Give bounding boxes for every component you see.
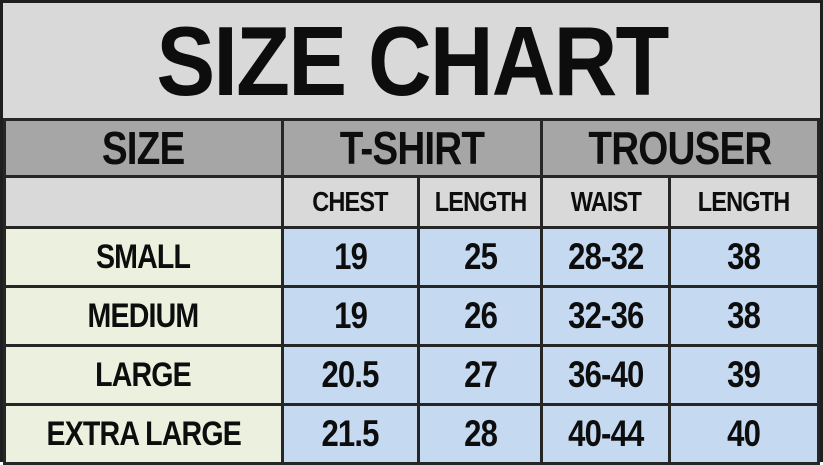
group-header-row: SIZE T-SHIRT TROUSER	[3, 118, 820, 178]
tshirt-length-value: 25	[417, 226, 544, 288]
size-name-cell: LARGE	[3, 344, 284, 406]
size-name-cell: MEDIUM	[3, 285, 284, 347]
sub-header-row: CHEST LENGTH WAIST LENGTH	[3, 175, 820, 229]
trouser-length-value: 40	[668, 403, 820, 465]
tshirt-length-value: 28	[417, 403, 544, 465]
trouser-length-value: 39	[668, 344, 820, 406]
col-group-tshirt-label: T-SHIRT	[339, 122, 485, 174]
tshirt-chest-value: 19	[280, 285, 421, 347]
tshirt-length-value: 27	[417, 344, 544, 406]
table-row-small: SMALL 19 25 28-32 38	[3, 226, 820, 288]
subheader-tshirt-chest: CHEST	[280, 175, 421, 229]
table-row-large: LARGE 20.5 27 36-40 39	[3, 344, 820, 406]
size-table: SIZE T-SHIRT TROUSER CHEST LENGTH WAIST …	[3, 118, 820, 465]
col-group-size: SIZE	[3, 118, 284, 178]
tshirt-length-value: 26	[417, 285, 544, 347]
table-row-extra-large: EXTRA LARGE 21.5 28 40-44 40	[3, 403, 820, 465]
size-name-cell: EXTRA LARGE	[3, 403, 284, 465]
trouser-waist-value: 32-36	[540, 285, 672, 347]
table-row-medium: MEDIUM 19 26 32-36 38	[3, 285, 820, 347]
col-group-tshirt: T-SHIRT	[280, 118, 544, 178]
tshirt-chest-value: 19	[280, 226, 421, 288]
col-group-size-label: SIZE	[102, 122, 185, 174]
tshirt-chest-value: 20.5	[280, 344, 421, 406]
page-title: SIZE CHART	[3, 3, 820, 118]
trouser-waist-value: 36-40	[540, 344, 672, 406]
page-title-text: SIZE CHART	[155, 5, 669, 116]
col-group-trouser: TROUSER	[540, 118, 820, 178]
subheader-trouser-length: LENGTH	[668, 175, 820, 229]
col-group-trouser-label: TROUSER	[588, 122, 773, 174]
tshirt-chest-value: 21.5	[280, 403, 421, 465]
subheader-empty-cell	[3, 175, 284, 229]
trouser-length-value: 38	[668, 285, 820, 347]
subheader-trouser-waist: WAIST	[540, 175, 672, 229]
trouser-length-value: 38	[668, 226, 820, 288]
size-name-cell: SMALL	[3, 226, 284, 288]
trouser-waist-value: 40-44	[540, 403, 672, 465]
trouser-waist-value: 28-32	[540, 226, 672, 288]
subheader-tshirt-length: LENGTH	[417, 175, 544, 229]
